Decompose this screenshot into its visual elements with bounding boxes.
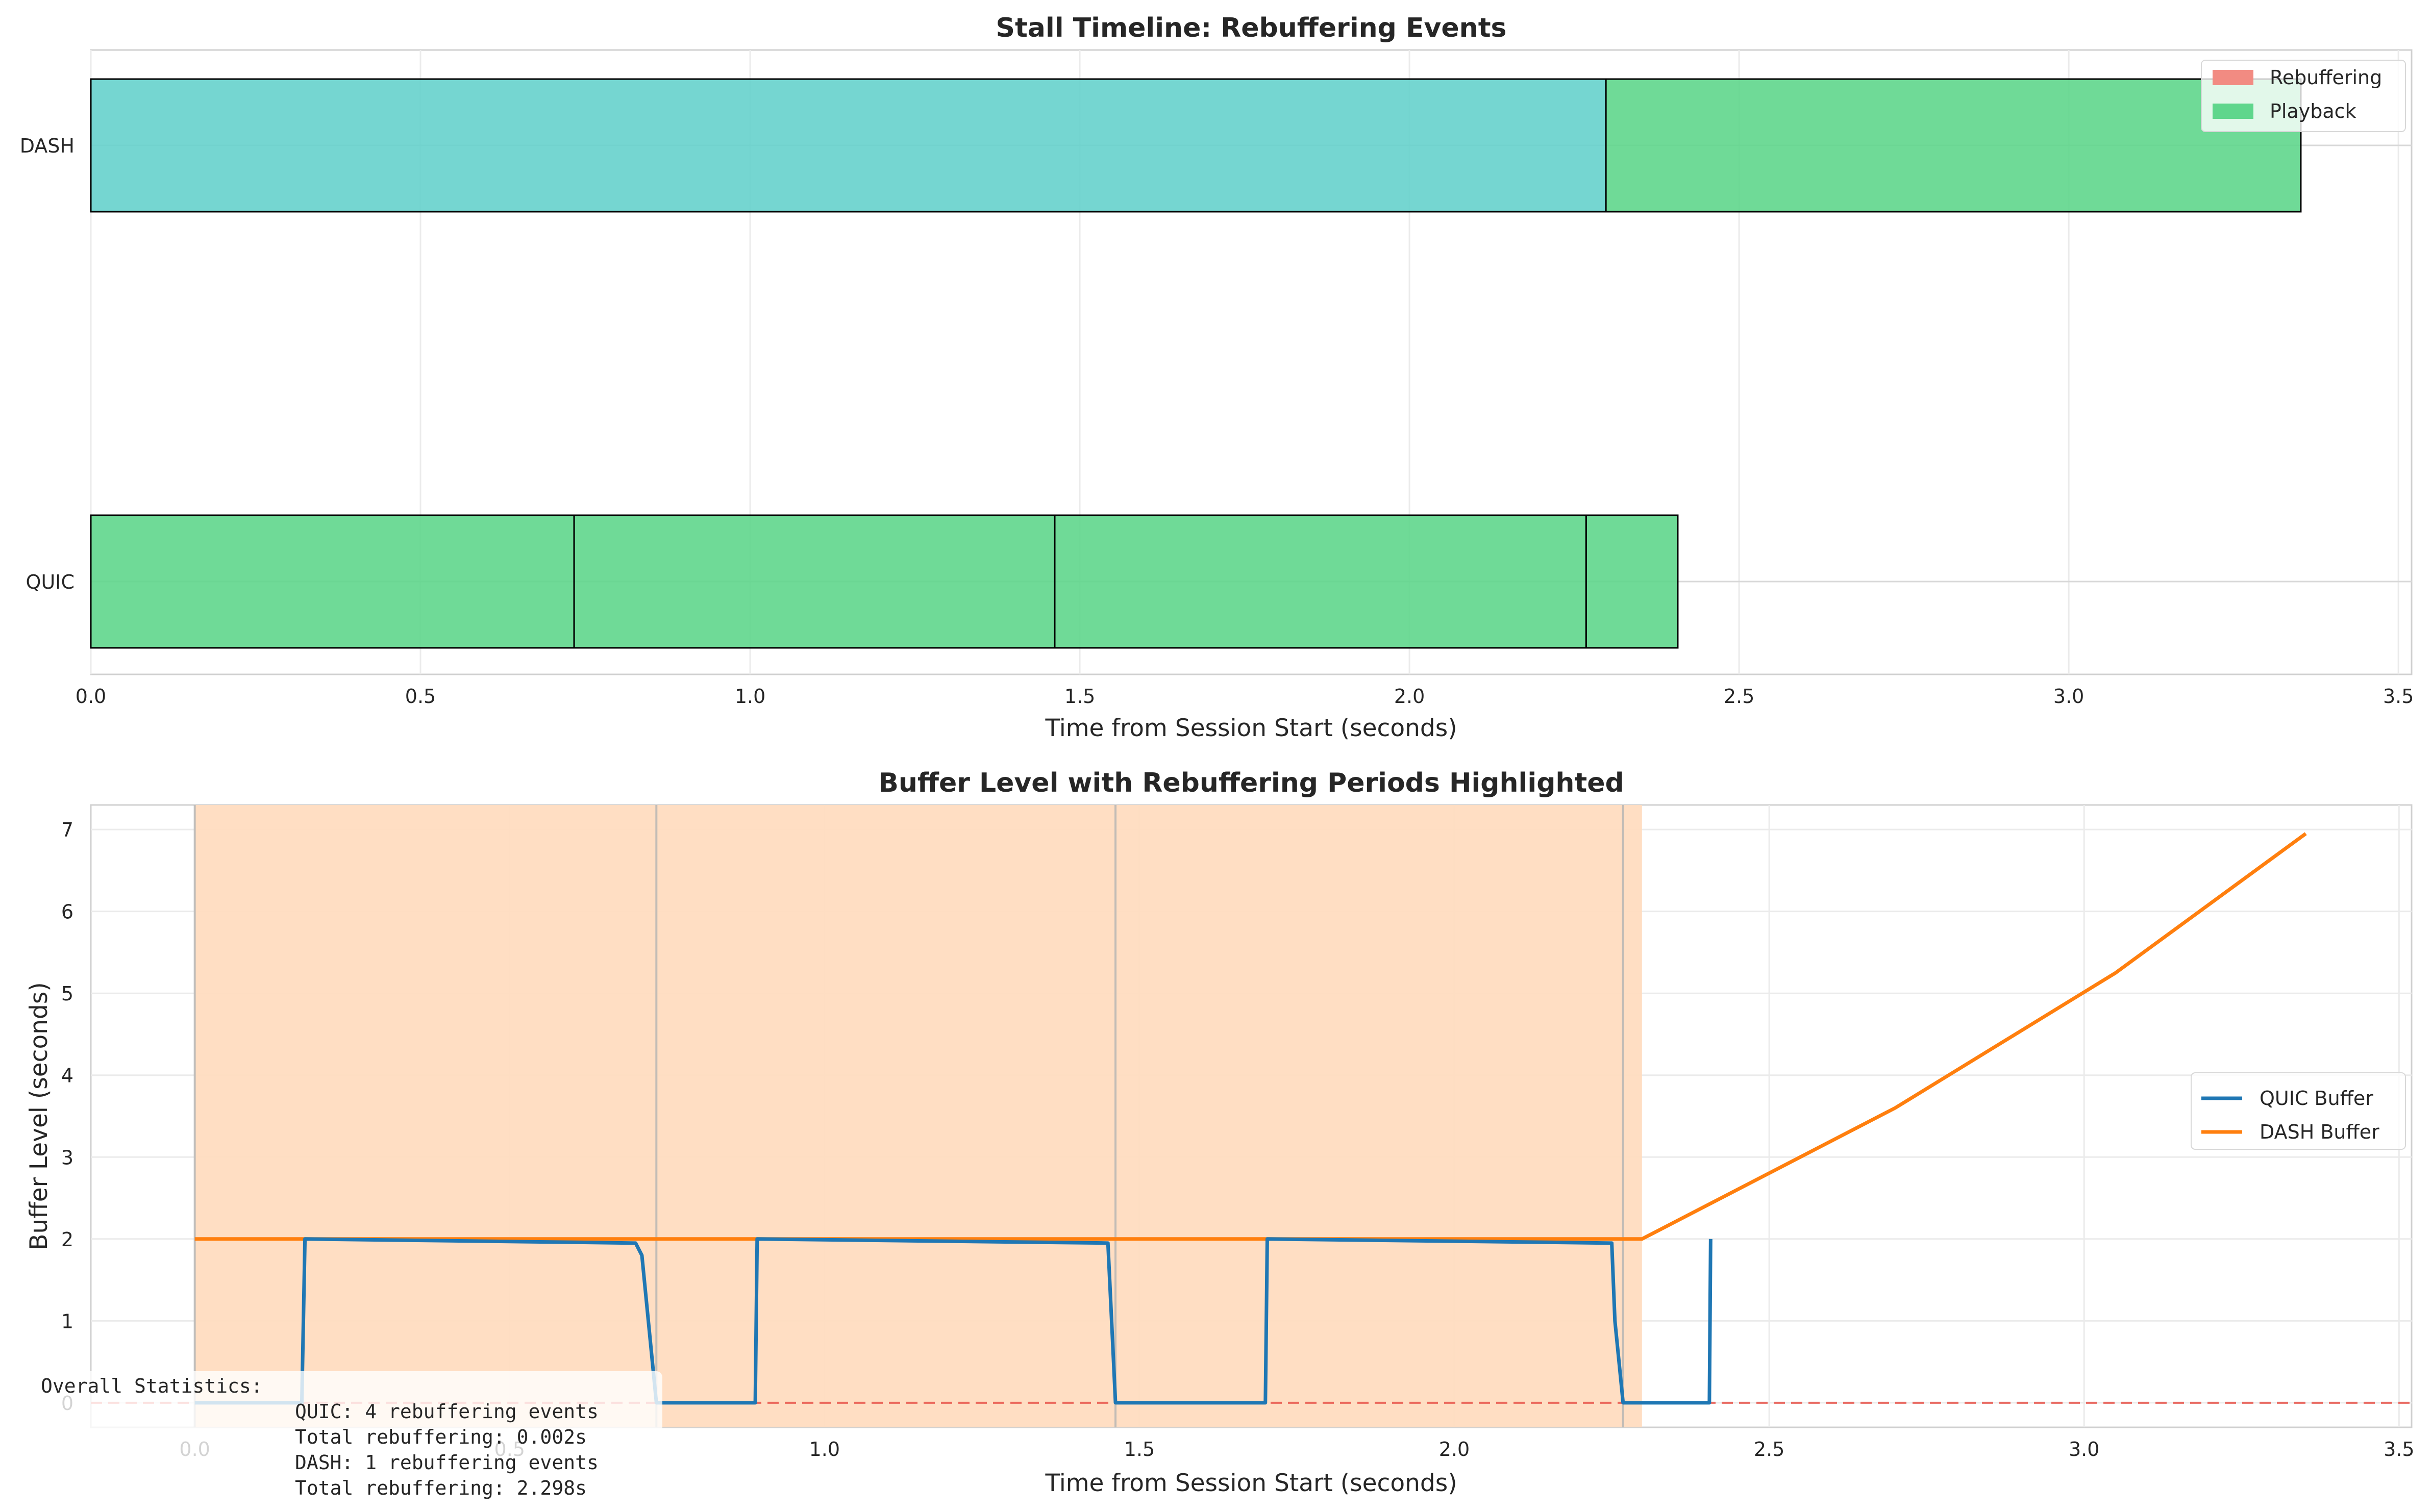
y-tick-labels: DASH QUIC [20,135,75,593]
x-tick-label: 2.0 [1394,685,1425,708]
stats-line: DASH: 1 rebuffering events [295,1451,599,1474]
y-tick-label: 6 [61,901,73,923]
rebuffering-spans [194,805,1642,1427]
timeline-segment [90,78,1607,213]
x-tick-label: 2.5 [1754,1438,1784,1460]
buffer-level-panel: 01234567 0.00.51.01.52.02.53.03.5 Buffer… [25,768,2415,1497]
chart-title: Stall Timeline: Rebuffering Events [996,13,1507,43]
legend-label-dash: DASH Buffer [2260,1121,2379,1143]
y-tick-label: 5 [61,982,73,1005]
stats-line: Total rebuffering: 0.002s [295,1426,587,1448]
x-tick-label: 1.5 [1124,1438,1155,1460]
bars [90,78,2302,649]
y-axis-label: Buffer Level (seconds) [25,982,53,1250]
x-tick-label: 1.0 [735,685,765,708]
y-tick-label: QUIC [26,571,75,593]
y-tick-label: 7 [61,819,73,841]
y-tick-labels: 01234567 [61,819,73,1415]
x-tick-label: 3.0 [2069,1438,2099,1460]
x-axis-label: Time from Session Start (seconds) [1045,714,1457,742]
stats-heading: Overall Statistics: [41,1375,263,1397]
legend-box [2191,1072,2406,1150]
x-tick-label: 1.0 [809,1438,840,1460]
timeline-segment [90,514,575,649]
y-tick-label: DASH [20,135,75,157]
x-tick-label: 1.5 [1064,685,1095,708]
overall-statistics-box: Overall Statistics: QUIC: 4 rebuffering … [30,1371,662,1505]
x-tick-label: 2.5 [1724,685,1754,708]
x-tick-labels: 0.0 0.5 1.0 1.5 2.0 2.5 3.0 3.5 [76,685,2414,708]
series-lines [194,832,2307,1405]
legend-swatch-rebuffering [2213,70,2253,85]
x-tick-label: 3.5 [2384,1438,2414,1460]
timeline-segment [1605,78,2302,213]
timeline-segment [1585,514,1679,649]
event-markers [193,805,1624,1427]
stats-line: Total rebuffering: 2.298s [295,1477,587,1499]
timeline-segment [573,514,1056,649]
x-tick-label: 2.0 [1439,1438,1470,1460]
x-tick-label: 0.0 [76,685,106,708]
y-tick-label: 3 [61,1146,73,1169]
x-tick-label: 3.0 [2053,685,2084,708]
chart-title: Buffer Level with Rebuffering Periods Hi… [878,768,1624,798]
x-tick-label: 0.5 [405,685,436,708]
legend-swatch-playback [2213,104,2253,119]
y-tick-label: 4 [61,1065,73,1087]
legend-label-quic: QUIC Buffer [2260,1087,2373,1110]
x-axis-label: Time from Session Start (seconds) [1045,1469,1457,1497]
rebuffering-span [194,805,1642,1427]
dash-buffer-line [194,832,2307,1241]
legend: Rebuffering Playback [2201,60,2406,132]
stats-line: QUIC: 4 rebuffering events [295,1400,599,1423]
legend: QUIC Buffer DASH Buffer [2191,1072,2406,1150]
stall-timeline-panel: DASH QUIC 0.0 0.5 1.0 1.5 2.0 2.5 3.0 3.5 Stall … [20,13,2414,742]
legend-label-playback: Playback [2270,100,2356,122]
legend-label-rebuffering: Rebuffering [2270,66,2382,89]
timeline-segment [1054,514,1587,649]
y-tick-label: 2 [61,1228,73,1251]
x-tick-label: 3.5 [2383,685,2414,708]
y-tick-label: 1 [61,1310,73,1332]
quic-buffer-line [194,1237,1713,1405]
